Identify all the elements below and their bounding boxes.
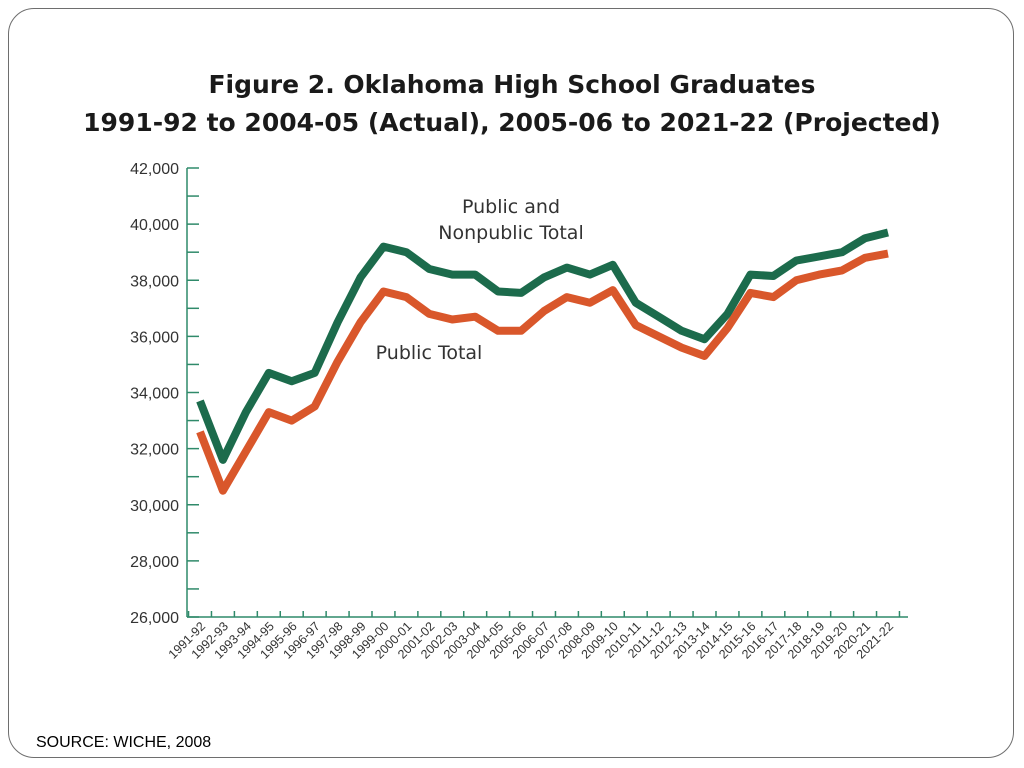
chart-series <box>196 228 889 495</box>
y-tick-label: 28,000 <box>130 554 179 571</box>
series-label-public-total: Public Total <box>376 342 483 364</box>
y-tick-label: 36,000 <box>130 329 179 346</box>
chart-title: Figure 2. Oklahoma High School Graduates… <box>0 66 1024 142</box>
y-tick-label: 40,000 <box>130 217 179 234</box>
series-line-public-total <box>196 249 889 495</box>
series-line-public-and-nonpublic-total <box>196 228 889 464</box>
chart-series-labels: Public and Nonpublic Total Public Total <box>376 196 584 364</box>
y-tick-label: 34,000 <box>130 386 179 403</box>
chart-title-line2: 1991-92 to 2004-05 (Actual), 2005-06 to … <box>83 108 941 137</box>
series-label-public-and-nonpublic-total: Public and Nonpublic Total <box>438 196 583 244</box>
y-tick-label: 30,000 <box>130 498 179 515</box>
slide-frame <box>8 8 1014 758</box>
y-tick-label: 26,000 <box>130 610 179 627</box>
y-tick-label: 38,000 <box>130 273 179 290</box>
y-tick-label: 42,000 <box>130 161 179 178</box>
y-tick-label: 32,000 <box>130 442 179 459</box>
source-note: SOURCE: WICHE, 2008 <box>36 734 212 751</box>
chart-title-line1: Figure 2. Oklahoma High School Graduates <box>208 70 816 99</box>
